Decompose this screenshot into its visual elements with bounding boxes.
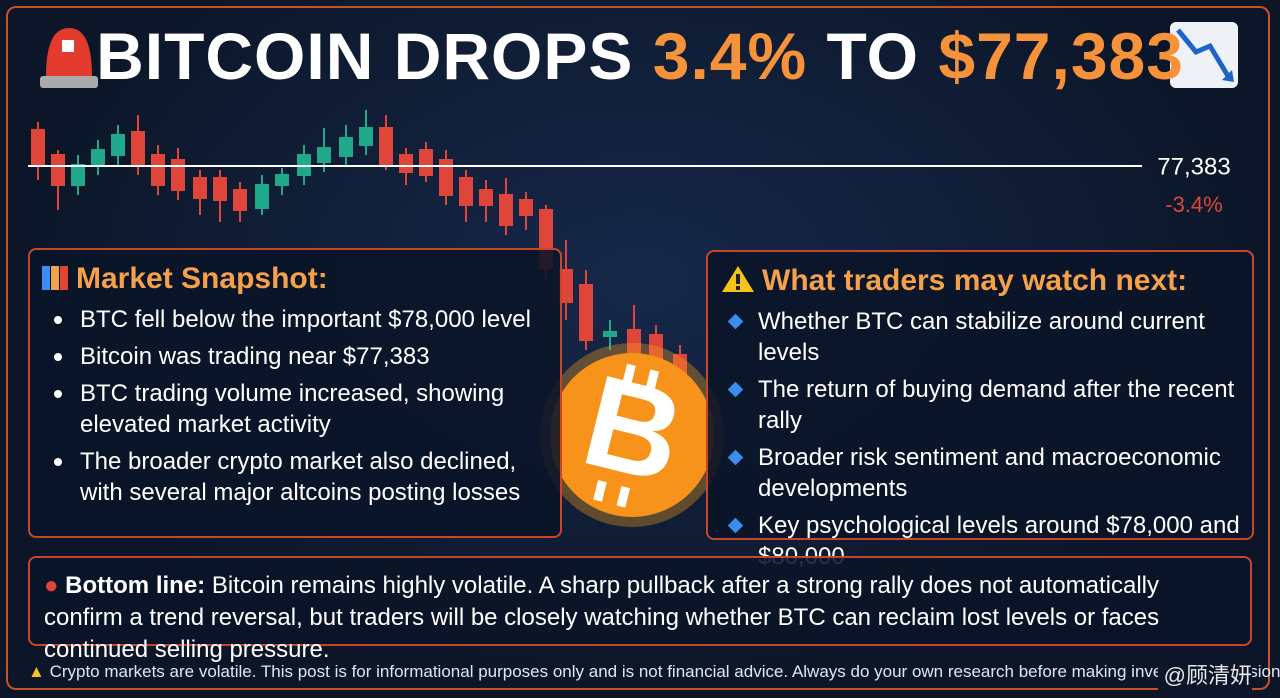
bottom-line-box: ● Bottom line: Bitcoin remains highly vo… [28,556,1252,663]
disclaimer-text: Crypto markets are volatile. This post i… [49,662,1280,681]
bullet-item: BTC trading volume increased, showing el… [42,378,548,440]
title-text: TO [826,19,920,93]
bullet-item: Broader risk sentiment and macroeconomic… [720,442,1240,504]
heading-text: What traders may watch next: [762,264,1188,297]
panel-heading: What traders may watch next: [720,264,1240,298]
watermark: @顾清妍 [1157,658,1252,690]
title-price: $77,383 [938,19,1184,93]
market-snapshot-panel: Market Snapshot: BTC fell below the impo… [28,248,562,538]
bullet-item: BTC fell below the important $78,000 lev… [42,304,548,335]
bullet-item: Whether BTC can stabilize around current… [720,306,1240,368]
chart-down-icon [1170,22,1238,88]
pin-icon: ● [44,572,59,599]
bullet-item: Bitcoin was trading near $77,383 [42,341,548,372]
warning-icon [722,266,754,292]
price-label: 77,383 [1157,153,1230,180]
alarm-icon [40,28,98,88]
disclaimer: ▲ Crypto markets are volatile. This post… [28,662,1280,682]
title-text: BITCOIN DROPS [96,19,634,93]
frame [6,6,1270,690]
bottom-line-label: Bottom line: [65,572,206,599]
title-percent: 3.4% [652,19,808,93]
bottom-line-text: Bitcoin remains highly volatile. A sharp… [44,572,1160,663]
bullet-list: Whether BTC can stabilize around current… [720,306,1240,572]
watch-next-panel: What traders may watch next: Whether BTC… [706,250,1254,570]
heading-text: Market Snapshot: [76,262,328,295]
panel-heading: Market Snapshot: [42,262,548,296]
bitcoin-coin [550,353,714,517]
bullet-item: The broader crypto market also declined,… [42,446,548,508]
bar-icon [42,266,68,290]
warning-icon: ▲ [28,662,45,681]
change-label: -3.4% [1165,192,1222,217]
bullet-item: The return of buying demand after the re… [720,374,1240,436]
bullet-list: BTC fell below the important $78,000 lev… [42,304,548,508]
title: BITCOIN DROPS 3.4% TO $77,383 [0,18,1280,94]
